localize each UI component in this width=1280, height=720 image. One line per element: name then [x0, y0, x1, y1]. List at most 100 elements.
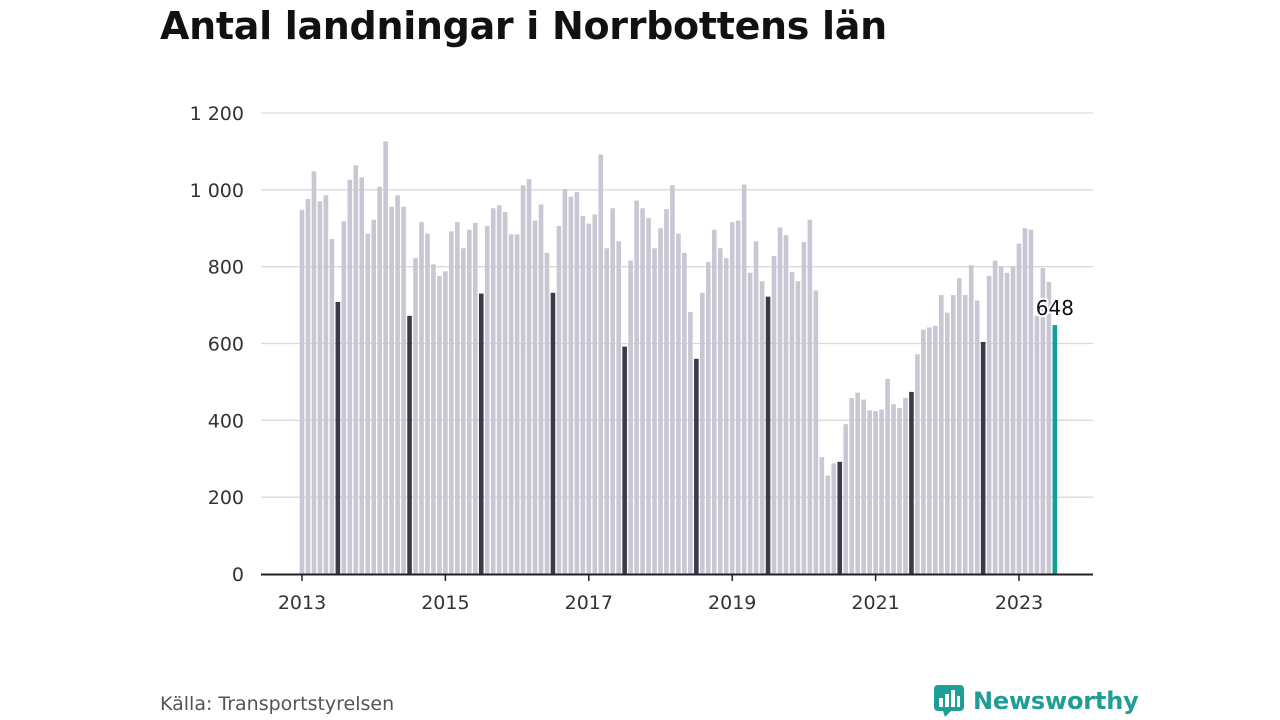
bar: [580, 215, 586, 574]
bar: [604, 248, 610, 574]
bar: [461, 248, 466, 574]
bar: [759, 281, 765, 574]
bar: [359, 177, 365, 575]
bar: [556, 225, 562, 574]
bar: [532, 220, 538, 575]
bar: [496, 205, 502, 574]
bar: [747, 272, 753, 574]
bar: [526, 179, 532, 574]
bar: [1028, 229, 1034, 574]
bar: [646, 218, 651, 575]
bar: [425, 233, 430, 574]
bar: [586, 223, 592, 574]
bar: [741, 184, 747, 574]
bar: [753, 241, 759, 575]
bar: [395, 195, 400, 574]
bar: [1004, 272, 1010, 574]
bar: [341, 221, 347, 574]
bar: [885, 378, 890, 574]
bar: [371, 219, 376, 574]
bar: [610, 208, 615, 575]
bar: [658, 228, 663, 574]
bar: [670, 185, 675, 574]
latest-value-label: 648: [1036, 296, 1074, 320]
bar: [682, 252, 687, 574]
bar: [706, 262, 711, 574]
bar: [508, 234, 514, 574]
bar: [807, 219, 813, 574]
bar: [520, 185, 526, 574]
bar: [467, 229, 472, 574]
bar: [616, 241, 621, 575]
bar: [305, 199, 311, 574]
bar: [413, 258, 418, 574]
bar: [813, 290, 819, 574]
y-axis-tick-labels: 0 200 400 600 800 1 000 1 200: [190, 103, 244, 586]
x-axis: [261, 573, 1093, 581]
bar: [849, 398, 854, 574]
bar: [437, 275, 442, 574]
bar: [431, 264, 436, 574]
bar: [335, 302, 341, 574]
y-tick-label: 800: [208, 257, 244, 279]
bar: [950, 295, 956, 574]
bar: [377, 186, 382, 574]
bar: [998, 266, 1004, 574]
source-note: Källa: Transportstyrelsen: [160, 693, 395, 715]
bar: [329, 239, 335, 575]
bar: [783, 235, 789, 575]
bar: [801, 242, 807, 574]
bar: [347, 179, 353, 574]
y-tick-label: 1 000: [190, 180, 244, 202]
y-tick-label: 400: [208, 410, 244, 432]
bar: [550, 292, 556, 574]
bar: [980, 341, 986, 574]
bar: [389, 206, 394, 574]
bar: [1040, 268, 1046, 574]
bar: [538, 204, 544, 574]
bar: [968, 265, 974, 574]
bar: [1016, 243, 1022, 574]
bar: [628, 260, 633, 574]
x-tick-label: 2023: [995, 592, 1043, 614]
bar: [676, 233, 681, 574]
bar: [1022, 228, 1028, 574]
bar: [903, 398, 908, 574]
bar: [795, 281, 801, 574]
bar: [992, 260, 998, 574]
bar: [443, 271, 448, 574]
bar: [652, 248, 657, 574]
bar: [562, 189, 568, 574]
y-tick-label: 0: [232, 564, 244, 586]
bar: [1010, 266, 1016, 574]
bar: [353, 165, 359, 574]
bar: [323, 195, 329, 574]
bar: [915, 354, 920, 574]
bar: [974, 300, 980, 574]
brand-logo[interactable]: Newsworthy: [933, 684, 1139, 718]
x-tick-label: 2017: [565, 592, 613, 614]
bar: [1046, 282, 1052, 574]
bar: [478, 293, 484, 574]
bar: [855, 392, 860, 574]
bar: [688, 311, 693, 574]
y-tick-label: 200: [208, 487, 244, 509]
bars: [299, 141, 1058, 575]
bar: [401, 206, 406, 574]
bar: [449, 231, 454, 574]
bar: [455, 222, 460, 574]
bar: [837, 461, 843, 574]
bar: [729, 222, 735, 574]
bar: [598, 154, 604, 575]
bar: [933, 325, 938, 574]
bar: [986, 275, 992, 574]
brand-name: Newsworthy: [973, 687, 1139, 715]
bar: [640, 208, 645, 575]
bar: [939, 295, 944, 574]
bar: [819, 457, 825, 574]
y-tick-label: 1 200: [190, 103, 244, 125]
bar: [622, 346, 627, 574]
x-axis-tick-labels: 2013 2015 2017 2019 2021 2023: [278, 592, 1043, 614]
bar: [789, 272, 795, 574]
